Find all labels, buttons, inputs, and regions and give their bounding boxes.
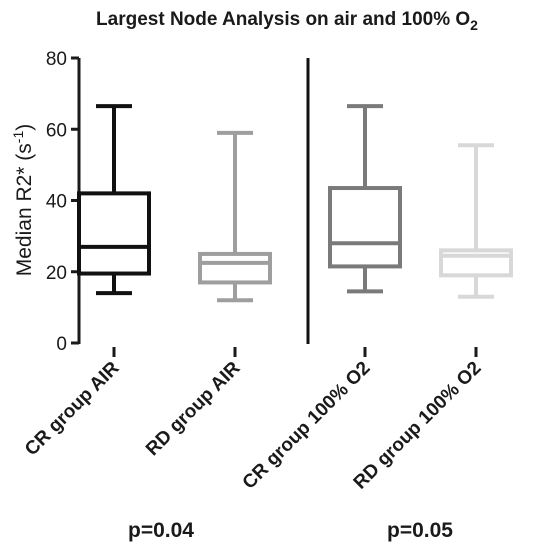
chart-title: Largest Node Analysis on air and 100% O2 <box>96 9 478 33</box>
box-4 <box>439 143 513 299</box>
interquartile-box <box>198 251 272 285</box>
box-3 <box>328 104 402 294</box>
y-axis-label: Median R2* (s-1) <box>10 124 36 277</box>
interquartile-box <box>77 191 151 276</box>
y-tick-label: 0 <box>56 334 67 355</box>
interquartile-box <box>439 248 513 278</box>
x-tick-label: RD group AIR <box>142 357 245 460</box>
box-2 <box>198 130 272 303</box>
y-tick-label: 40 <box>46 192 67 213</box>
y-tick-label: 60 <box>46 120 67 141</box>
y-tick-label: 20 <box>46 263 67 284</box>
p-value-label: p=0.04 <box>128 519 194 542</box>
interquartile-box <box>328 186 402 269</box>
x-tick-label: RD group 100% O2 <box>350 358 486 494</box>
p-value-annotations: p=0.04 p=0.05 <box>128 519 453 542</box>
y-axis: 0 20 40 60 80 <box>46 49 310 355</box>
y-tick-label: 80 <box>46 49 67 70</box>
box-series <box>77 104 513 303</box>
x-tick-label: CR group AIR <box>21 357 124 460</box>
box-1 <box>77 104 151 296</box>
p-value-label: p=0.05 <box>387 519 453 542</box>
